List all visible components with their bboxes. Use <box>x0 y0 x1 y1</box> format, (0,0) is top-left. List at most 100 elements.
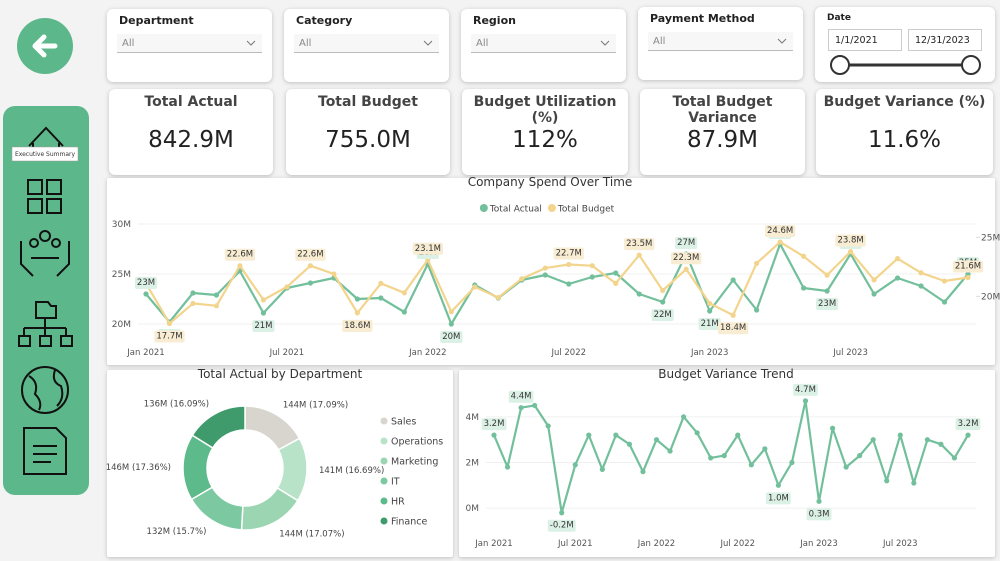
globe-icon[interactable] <box>21 366 69 414</box>
y-tick-label: 2M <box>466 459 480 469</box>
filter-card[interactable]: Region All <box>461 9 626 82</box>
data-point <box>190 300 196 307</box>
data-point <box>354 310 360 316</box>
data-point <box>707 300 713 307</box>
data-point <box>307 263 313 269</box>
data-point <box>707 308 713 314</box>
data-point <box>566 261 572 268</box>
data-label-box <box>134 277 158 289</box>
data-label-box <box>224 248 256 261</box>
data-label: 23.5M <box>626 239 652 249</box>
data-point <box>518 405 524 411</box>
y-tick-label: 4M <box>466 413 480 423</box>
data-point <box>166 320 173 327</box>
x-tick-label: Jan 2022 <box>408 348 446 358</box>
data-point <box>143 291 149 297</box>
data-label-box <box>671 252 702 265</box>
legend-label: Marketing <box>391 457 438 468</box>
sidebar-icons: Executive Summary <box>11 126 79 475</box>
data-point <box>824 288 830 294</box>
filter-label: Region <box>473 14 516 27</box>
data-label-box <box>252 320 275 332</box>
chevron <box>777 38 787 44</box>
data-point <box>694 430 700 436</box>
data-point <box>683 266 689 272</box>
data-point <box>660 299 666 305</box>
x-tick-label: Jul 2022 <box>719 539 755 549</box>
tooltip-box <box>11 146 79 162</box>
data-point <box>965 432 971 438</box>
chart-title: Budget Variance Trend <box>658 367 793 381</box>
date-start[interactable]: 1/1/2021 <box>828 29 902 51</box>
kpi-card: Budget Variance (%) 11.6% <box>816 89 993 175</box>
data-label: 1.0M <box>768 493 789 503</box>
dropdown[interactable]: All <box>117 34 262 53</box>
data-label: 18.4M <box>720 323 746 333</box>
grid-icon[interactable] <box>27 179 62 214</box>
x-tick-label: Jan 2021 <box>474 539 512 549</box>
filter-card[interactable]: Department All <box>107 9 272 82</box>
data-point <box>857 453 863 459</box>
data-point <box>542 265 548 271</box>
filter-card[interactable]: Payment Method All <box>638 7 803 80</box>
dropdown[interactable]: All <box>294 34 439 53</box>
data-point <box>777 239 783 245</box>
data-label: 21M <box>254 321 272 331</box>
data-point <box>667 448 673 454</box>
kpi-title: Budget Variance (%) <box>823 94 986 110</box>
slider-handle[interactable] <box>961 55 981 75</box>
dropdown-value: All <box>299 38 312 49</box>
data-point <box>708 455 714 461</box>
x-tick-label: Jul 2021 <box>557 539 593 549</box>
data-point <box>331 271 337 277</box>
kpi-value: 112% <box>512 127 578 153</box>
y2-tick-label: 25M <box>981 233 1000 243</box>
date-end[interactable]: 12/31/2023 <box>908 29 982 51</box>
date-filter[interactable]: Date 1/1/2021 12/31/2023 <box>815 7 995 82</box>
data-label: 141M (16.69%) <box>319 466 384 476</box>
legend-marker <box>380 417 388 425</box>
data-point <box>870 437 876 443</box>
series-line <box>145 241 969 325</box>
x-tick-label: Jan 2023 <box>690 348 728 358</box>
chevron <box>246 40 256 46</box>
data-label: 22M <box>654 310 672 320</box>
back-button[interactable] <box>17 18 73 74</box>
filter-card[interactable]: Category All <box>284 9 449 82</box>
team-icon[interactable] <box>20 230 70 277</box>
data-point <box>894 256 901 262</box>
data-point <box>871 277 877 283</box>
data-point <box>378 295 384 301</box>
legend-marker <box>547 204 556 212</box>
data-point <box>640 469 646 475</box>
data-label: -0.2M <box>550 521 574 531</box>
data-label-box <box>765 492 791 505</box>
data-point <box>572 462 578 468</box>
data-point <box>816 498 822 504</box>
filter-label: Department <box>119 14 194 27</box>
department-panel <box>107 370 453 557</box>
data-point <box>613 280 619 286</box>
data-label-box <box>816 298 839 310</box>
document-icon[interactable] <box>23 427 67 475</box>
data-point <box>599 466 605 472</box>
slider-handle[interactable] <box>830 55 850 75</box>
data-label: 17.7M <box>156 331 182 341</box>
data-label: 22.3M <box>673 253 699 263</box>
data-point <box>941 278 948 284</box>
date-slider <box>830 55 981 75</box>
legend-marker <box>380 437 388 445</box>
kpi-card: Total Budget Variance 87.9M <box>640 89 805 175</box>
legend-marker <box>380 517 388 525</box>
dropdown[interactable]: All <box>648 32 793 51</box>
dropdown[interactable]: All <box>471 34 616 53</box>
data-label: 24.6M <box>767 226 793 236</box>
data-point <box>504 464 511 470</box>
data-point <box>532 402 538 409</box>
series-line <box>145 242 969 326</box>
data-point <box>681 414 687 420</box>
org-icon[interactable] <box>18 301 73 347</box>
data-point <box>260 297 267 303</box>
tooltip: Executive Summary <box>15 151 76 158</box>
data-point <box>589 263 595 269</box>
